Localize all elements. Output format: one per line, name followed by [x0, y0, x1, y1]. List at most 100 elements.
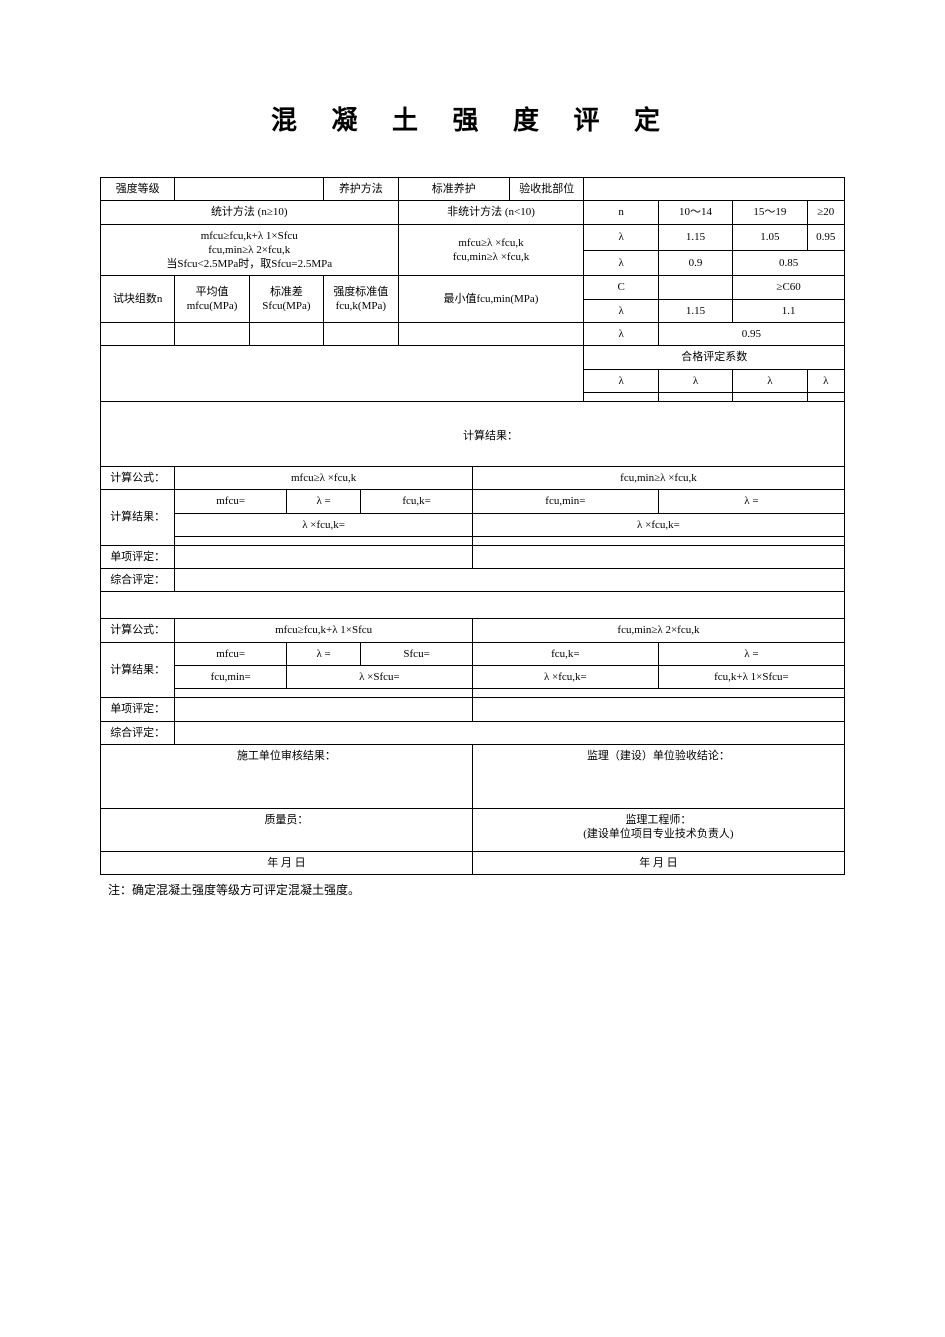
table-row: mfcu≥fcu,k+λ 1×Sfcu fcu,min≥λ 2×fcu,k 当S…	[101, 224, 845, 250]
footnote: 注：确定混凝土强度等级方可评定混凝土强度。	[100, 881, 845, 898]
table-row: 年 月 日 年 月 日	[101, 851, 845, 874]
range-10-14: 10～14	[658, 201, 732, 224]
table-row: 综合评定：	[101, 569, 845, 592]
supervisor-eng-label: 监理工程师：	[477, 813, 840, 827]
table-row	[101, 592, 845, 619]
nonstat-blank2	[472, 536, 844, 545]
std-label: 标准差 Sfcu(MPa)	[249, 276, 323, 323]
stat-fcuk-lsfcu: fcu,k+λ 1×Sfcu=	[658, 666, 844, 689]
lambda-c-label: λ	[584, 299, 658, 322]
nonstat-comp-value	[175, 569, 845, 592]
nonstat-formula-label: 计算公式：	[101, 466, 175, 489]
lambda-v2	[658, 392, 732, 401]
table-row: 计算公式： mfcu≥λ ×fcu,k fcu,min≥λ ×fcu,k	[101, 466, 845, 489]
avg-label: 平均值 mfcu(MPa)	[175, 276, 249, 323]
block-n-label: 试块组数n	[101, 276, 175, 323]
stat-formula-block: mfcu≥fcu,k+λ 1×Sfcu fcu,min≥λ 2×fcu,k 当S…	[101, 224, 399, 276]
curing-method-label: 养护方法	[324, 178, 398, 201]
stat-lambda: λ =	[286, 642, 360, 665]
lambda-row-value: 0.95	[658, 323, 844, 346]
stat-fcuk: fcu,k=	[472, 642, 658, 665]
lambda-h2: λ	[658, 369, 732, 392]
date-left: 年 月 日	[101, 851, 473, 874]
nonstat-result-label: 计算结果：	[101, 490, 175, 546]
lambda-v4	[807, 392, 844, 401]
strength-grade-value	[175, 178, 324, 201]
nonstat-f2: fcu,min≥λ ×fcu,k	[472, 466, 844, 489]
qc-cell: 质量员：	[101, 808, 473, 851]
avg-value	[175, 323, 249, 346]
range-ge20: ≥20	[807, 201, 844, 224]
lambda1-v3: 0.95	[807, 224, 844, 250]
c60-label: ≥C60	[733, 276, 845, 299]
table-row: 单项评定：	[101, 698, 845, 721]
lambda1-v1: 1.15	[658, 224, 732, 250]
table-row	[101, 689, 845, 698]
date-right: 年 月 日	[472, 851, 844, 874]
contractor-review-cell: 施工单位审核结果：	[101, 744, 473, 808]
supervisor-conclusion-label: 监理（建设）单位验收结论：	[477, 749, 840, 763]
table-row: 合格评定系数	[101, 346, 845, 369]
pass-coef-label: 合格评定系数	[584, 346, 845, 369]
nonstat-f1: mfcu≥λ ×fcu,k	[175, 466, 473, 489]
table-row: 计算结果： mfcu= λ = fcu,k= fcu,min= λ =	[101, 490, 845, 513]
lambda-v1	[584, 392, 658, 401]
stat-f1: mfcu≥fcu,k+λ 1×Sfcu	[175, 619, 473, 642]
lambda-c-v1: 1.15	[658, 299, 732, 322]
owner-tech-label: (建设单位项目专业技术负责人)	[477, 827, 840, 841]
nonstat-single-v1	[175, 545, 473, 568]
table-row: 统计方法 (n≥10) 非统计方法 (n<10) n 10～14 15～19 ≥…	[101, 201, 845, 224]
supervisor-eng-cell: 监理工程师： (建设单位项目专业技术负责人)	[472, 808, 844, 851]
lambda1-v2: 1.05	[733, 224, 807, 250]
n-label: n	[584, 201, 658, 224]
stat-lxsfcu: λ ×Sfcu=	[286, 666, 472, 689]
lambda-h3: λ	[733, 369, 807, 392]
stat-comp-value	[175, 721, 845, 744]
lambda-h1: λ	[584, 369, 658, 392]
lambda-c-v2: 1.1	[733, 299, 845, 322]
std-value	[249, 323, 323, 346]
lambda2-v2: 0.85	[733, 250, 845, 276]
qc-label: 质量员：	[105, 813, 468, 827]
lambda-h4: λ	[807, 369, 844, 392]
c-label: C	[584, 276, 658, 299]
stat-fcumin: fcu,min=	[175, 666, 287, 689]
stat-formula-label: 计算公式：	[101, 619, 175, 642]
stat-mfcu: mfcu=	[175, 642, 287, 665]
nonstat-method-header: 非统计方法 (n<10)	[398, 201, 584, 224]
nonstat-mfcu: mfcu=	[175, 490, 287, 513]
nonstat-fcuk: fcu,k=	[361, 490, 473, 513]
stat-sfcu: Sfcu=	[361, 642, 473, 665]
table-row	[101, 536, 845, 545]
acceptance-part-value	[584, 178, 845, 201]
stat-blank1	[175, 689, 473, 698]
stat-single-label: 单项评定：	[101, 698, 175, 721]
nonstat-lambda2: λ =	[658, 490, 844, 513]
strength-std-value	[324, 323, 398, 346]
stat-f2: fcu,min≥λ 2×fcu,k	[472, 619, 844, 642]
stat-method-header: 统计方法 (n≥10)	[101, 201, 399, 224]
supervisor-conclusion-cell: 监理（建设）单位验收结论：	[472, 744, 844, 808]
evaluation-table: 强度等级 养护方法 标准养护 验收批部位 统计方法 (n≥10) 非统计方法 (…	[100, 177, 845, 875]
min-value	[398, 323, 584, 346]
strength-std-label: 强度标准值 fcu,k(MPa)	[324, 276, 398, 323]
stat-blank2	[472, 689, 844, 698]
table-row: λ 0.95	[101, 323, 845, 346]
acceptance-part-label: 验收批部位	[510, 178, 584, 201]
min-label: 最小值fcu,min(MPa)	[398, 276, 584, 323]
c-blank	[658, 276, 732, 299]
table-row: 质量员： 监理工程师： (建设单位项目专业技术负责人)	[101, 808, 845, 851]
stat-comp-label: 综合评定：	[101, 721, 175, 744]
table-row: 试块组数n 平均值 mfcu(MPa) 标准差 Sfcu(MPa) 强度标准值 …	[101, 276, 845, 299]
table-row: λ ×fcu,k= λ ×fcu,k=	[101, 513, 845, 536]
strength-grade-label: 强度等级	[101, 178, 175, 201]
range-15-19: 15～19	[733, 201, 807, 224]
curing-method-value: 标准养护	[398, 178, 510, 201]
table-row: 计算公式： mfcu≥fcu,k+λ 1×Sfcu fcu,min≥λ 2×fc…	[101, 619, 845, 642]
nonstat-fcumin: fcu,min=	[472, 490, 658, 513]
table-row: 综合评定：	[101, 721, 845, 744]
stat-result-label: 计算结果：	[101, 642, 175, 698]
nonstat-lxfcuk1: λ ×fcu,k=	[175, 513, 473, 536]
table-row: 计算结果： mfcu= λ = Sfcu= fcu,k= λ =	[101, 642, 845, 665]
lambda-v3	[733, 392, 807, 401]
